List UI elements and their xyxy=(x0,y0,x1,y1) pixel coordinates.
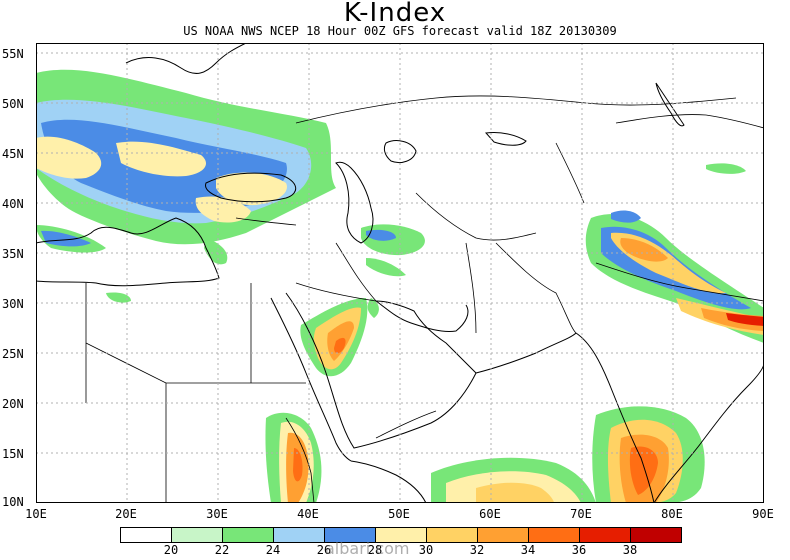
country-borders xyxy=(85,95,764,503)
colorbar-boxes xyxy=(120,527,682,543)
field-yellow-black-sea xyxy=(216,172,287,206)
colorbar-box xyxy=(222,527,274,543)
colorbar-box xyxy=(426,527,478,543)
coastline-caspian xyxy=(335,161,374,244)
field-green-iran xyxy=(361,224,425,256)
colorbar-label: 30 xyxy=(418,543,434,557)
colorbar-box xyxy=(171,527,223,543)
coastline-lake-balkhash xyxy=(485,132,527,146)
field-blue-central-asia xyxy=(611,210,641,223)
colorbar-label: 24 xyxy=(265,543,281,557)
border-turkey-syria xyxy=(235,217,297,226)
lat-label: 20N xyxy=(2,397,24,411)
lat-label: 40N xyxy=(2,197,24,211)
border-turkmenistan-uzbekistan xyxy=(415,192,537,241)
field-red-arabia xyxy=(334,337,346,354)
field-red-india-south xyxy=(629,446,658,495)
lat-label: 35N xyxy=(2,247,24,261)
border-iran-afghanistan xyxy=(465,242,477,334)
colorbar-label: 26 xyxy=(316,543,332,557)
border-mongolia xyxy=(615,114,764,129)
border-afghanistan-pakistan xyxy=(495,242,577,334)
colorbar-label: 34 xyxy=(520,543,536,557)
border-iraq-iran xyxy=(335,242,377,302)
coastline-mediterranean xyxy=(36,217,220,287)
lat-label: 25N xyxy=(2,347,24,361)
border-saudi-iraq xyxy=(295,282,377,302)
colorbar-box xyxy=(630,527,682,543)
lat-label: 50N xyxy=(2,97,24,111)
field-green-caspian-south xyxy=(366,258,406,277)
lat-label: 10N xyxy=(2,495,24,509)
colorbar-box xyxy=(120,527,172,543)
coastline-baltic xyxy=(125,43,247,74)
lon-label: 10E xyxy=(25,507,47,521)
colorbar-label: 36 xyxy=(571,543,587,557)
coastline-aral-sea xyxy=(383,140,417,164)
field-red-ethiopia xyxy=(293,448,303,482)
field-green-mongolia xyxy=(706,163,746,174)
lon-label: 50E xyxy=(388,507,410,521)
lat-label: 30N xyxy=(2,297,24,311)
map-frame xyxy=(36,43,764,503)
watermark: albari.com xyxy=(325,539,410,558)
coastline-black-sea xyxy=(205,172,296,203)
colorbar-label: 38 xyxy=(622,543,638,557)
k-index-field xyxy=(36,69,764,503)
map-subtitle: US NOAA NWS NCEP 18 Hour 00Z GFS forecas… xyxy=(183,24,617,38)
lat-label: 55N xyxy=(2,47,24,61)
lon-label: 30E xyxy=(206,507,228,521)
field-blue-italy xyxy=(41,230,91,247)
colorbar-box xyxy=(579,527,631,543)
map-title: K-Index xyxy=(343,0,447,28)
lon-label: 80E xyxy=(661,507,683,521)
coastline-arabia xyxy=(285,292,477,449)
field-green-levant xyxy=(204,238,228,265)
colorbar-box xyxy=(477,527,529,543)
lon-label: 20E xyxy=(115,507,137,521)
field-yellow-europe-west xyxy=(36,136,102,179)
border-kazakhstan-russia xyxy=(295,95,737,124)
border-yemen-oman xyxy=(375,410,437,439)
coastline-india xyxy=(575,332,655,503)
colorbar-label: 32 xyxy=(469,543,485,557)
coastline-lake-baikal xyxy=(655,82,685,127)
field-green-libya xyxy=(106,292,131,303)
lon-label: 90E xyxy=(752,507,774,521)
lat-label: 15N xyxy=(2,447,24,461)
coastline-persian-gulf xyxy=(375,300,469,332)
colorbar-label: 20 xyxy=(163,543,179,557)
coastline-africa-horn xyxy=(350,460,427,503)
lon-label: 60E xyxy=(479,507,501,521)
field-orange-himalaya xyxy=(620,238,668,262)
colorbar-box xyxy=(273,527,325,543)
map-grid xyxy=(36,43,764,503)
field-red-north-india xyxy=(726,313,764,326)
border-china-kazakhstan xyxy=(555,142,585,204)
k-index-map xyxy=(36,43,764,503)
field-blue-iran xyxy=(366,229,396,241)
lon-label: 70E xyxy=(570,507,592,521)
lon-label: 40E xyxy=(297,507,319,521)
colorbar-label: 22 xyxy=(214,543,230,557)
border-china-india xyxy=(595,262,764,302)
border-libya-chad xyxy=(85,342,167,384)
colorbar-label: 28 xyxy=(367,543,383,557)
coastlines xyxy=(36,43,764,503)
lat-label: 45N xyxy=(2,147,24,161)
coastline-india-east xyxy=(653,362,764,503)
colorbar xyxy=(120,527,682,543)
field-yellow-europe-central xyxy=(116,141,206,177)
border-sudan-ethiopia xyxy=(285,417,315,503)
colorbar-box xyxy=(528,527,580,543)
field-orange-arabian-sea xyxy=(476,482,554,503)
